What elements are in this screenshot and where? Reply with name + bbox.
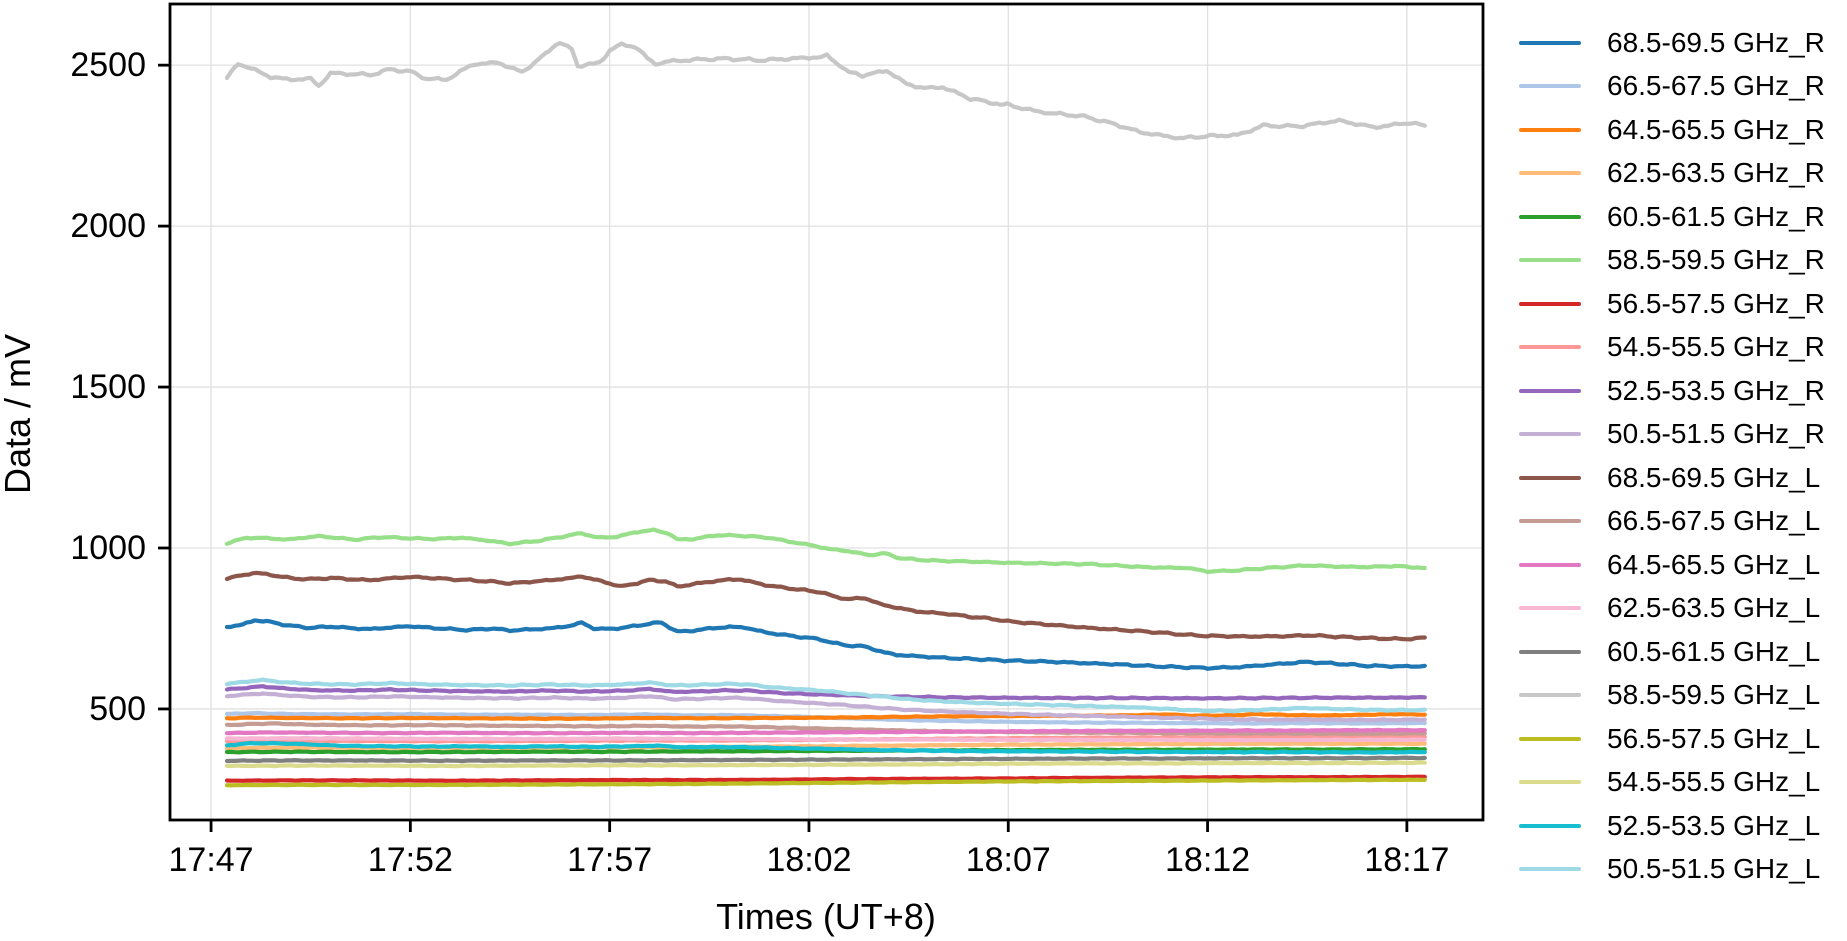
- legend-swatch: [1519, 519, 1581, 524]
- legend-item: 62.5-63.5 GHz_L: [1519, 587, 1825, 631]
- legend-item: 54.5-55.5 GHz_R: [1519, 326, 1825, 370]
- legend-swatch: [1519, 171, 1581, 176]
- legend-swatch: [1519, 649, 1581, 654]
- series-line-56-5-57-5-GHz-L: [224, 777, 1427, 788]
- legend-item: 68.5-69.5 GHz_L: [1519, 456, 1825, 500]
- series-line-64-5-65-5-GHz-R: [224, 711, 1427, 722]
- y-tick-label: 500: [89, 689, 146, 728]
- legend-item: 50.5-51.5 GHz_R: [1519, 413, 1825, 457]
- y-tick-label: 1500: [70, 368, 146, 407]
- x-tick-label: 18:12: [1165, 841, 1251, 879]
- series-line-68-5-69-5-GHz-L: [224, 570, 1427, 642]
- legend-item: 64.5-65.5 GHz_R: [1519, 108, 1825, 152]
- legend-label: 64.5-65.5 GHz_L: [1607, 548, 1821, 580]
- series-line-54-5-55-5-GHz-L: [224, 760, 1427, 769]
- legend-swatch: [1519, 127, 1581, 132]
- legend-item: 58.5-59.5 GHz_L: [1519, 674, 1825, 718]
- series-line-66-5-67-5-GHz-L: [224, 721, 1427, 737]
- legend-item: 62.5-63.5 GHz_R: [1519, 152, 1825, 196]
- series-line-68-5-69-5-GHz-R: [224, 618, 1427, 671]
- legend-swatch: [1519, 214, 1581, 219]
- x-axis-title: Times (UT+8): [716, 896, 936, 937]
- legend-label: 64.5-65.5 GHz_R: [1607, 113, 1825, 145]
- legend-label: 60.5-61.5 GHz_R: [1607, 200, 1825, 232]
- series-line-58-5-59-5-GHz-L: [224, 41, 1427, 141]
- legend-item: 60.5-61.5 GHz_R: [1519, 195, 1825, 239]
- x-tick-label: 17:52: [367, 841, 453, 879]
- legend-item: 56.5-57.5 GHz_R: [1519, 282, 1825, 326]
- legend-swatch: [1519, 301, 1581, 306]
- legend-label: 50.5-51.5 GHz_L: [1607, 853, 1821, 885]
- legend-swatch: [1519, 84, 1581, 89]
- legend-swatch: [1519, 345, 1581, 350]
- legend-swatch: [1519, 432, 1581, 437]
- y-tick-label: 2500: [70, 46, 146, 85]
- legend-item: 52.5-53.5 GHz_R: [1519, 369, 1825, 413]
- legend-swatch: [1519, 258, 1581, 263]
- legend-swatch: [1519, 780, 1581, 785]
- legend-label: 60.5-61.5 GHz_L: [1607, 635, 1821, 667]
- legend-swatch: [1519, 736, 1581, 741]
- legend-swatch: [1519, 867, 1581, 872]
- x-tick-label: 18:17: [1364, 841, 1450, 879]
- legend: 68.5-69.5 GHz_R 66.5-67.5 GHz_R 64.5-65.5 …: [1519, 21, 1825, 891]
- legend-item: 52.5-53.5 GHz_L: [1519, 804, 1825, 848]
- legend-item: 54.5-55.5 GHz_L: [1519, 761, 1825, 805]
- x-tick-label: 18:07: [965, 841, 1051, 879]
- x-tick-label: 17:47: [168, 841, 254, 879]
- y-tick-label: 1000: [70, 529, 146, 567]
- series-line-50-5-51-5-GHz-R: [224, 691, 1427, 723]
- series-line-64-5-65-5-GHz-L: [224, 727, 1427, 736]
- series-line-56-5-57-5-GHz-R: [224, 774, 1427, 783]
- legend-swatch: [1519, 475, 1581, 480]
- legend-label: 56.5-57.5 GHz_L: [1607, 722, 1821, 754]
- legend-item: 60.5-61.5 GHz_L: [1519, 630, 1825, 674]
- y-tick-labels: 500 1000 1500 2000 2500: [0, 0, 146, 941]
- series-line-58-5-59-5-GHz-R: [224, 527, 1427, 575]
- legend-label: 54.5-55.5 GHz_L: [1607, 766, 1821, 798]
- legend-item: 50.5-51.5 GHz_L: [1519, 848, 1825, 892]
- series-line-52-5-53-5-GHz-L: [224, 740, 1427, 755]
- legend-label: 54.5-55.5 GHz_R: [1607, 331, 1825, 363]
- legend-label: 66.5-67.5 GHz_R: [1607, 70, 1825, 102]
- series-line-52-5-53-5-GHz-R: [224, 684, 1427, 701]
- legend-item: 58.5-59.5 GHz_R: [1519, 239, 1825, 283]
- y-tick-label: 2000: [70, 207, 146, 246]
- legend-swatch: [1519, 388, 1581, 393]
- legend-item: 68.5-69.5 GHz_R: [1519, 21, 1825, 65]
- series-line-50-5-51-5-GHz-L: [224, 677, 1427, 714]
- legend-swatch: [1519, 562, 1581, 567]
- legend-label: 58.5-59.5 GHz_L: [1607, 679, 1821, 711]
- legend-item: 66.5-67.5 GHz_R: [1519, 65, 1825, 109]
- legend-swatch: [1519, 693, 1581, 698]
- legend-label: 58.5-59.5 GHz_R: [1607, 244, 1825, 276]
- series-line-62-5-63-5-GHz-L: [224, 735, 1427, 743]
- legend-label: 62.5-63.5 GHz_L: [1607, 592, 1821, 624]
- legend-swatch: [1519, 40, 1581, 45]
- x-tick-label: 17:57: [567, 841, 653, 879]
- legend-label: 52.5-53.5 GHz_L: [1607, 809, 1821, 841]
- legend-label: 50.5-51.5 GHz_R: [1607, 418, 1825, 450]
- legend-item: 56.5-57.5 GHz_L: [1519, 717, 1825, 761]
- legend-label: 66.5-67.5 GHz_L: [1607, 505, 1821, 537]
- series-line-60-5-61-5-GHz-L: [224, 755, 1427, 764]
- legend-label: 56.5-57.5 GHz_R: [1607, 287, 1825, 319]
- legend-swatch: [1519, 823, 1581, 828]
- legend-label: 52.5-53.5 GHz_R: [1607, 374, 1825, 406]
- legend-swatch: [1519, 606, 1581, 611]
- legend-item: 66.5-67.5 GHz_L: [1519, 500, 1825, 544]
- legend-label: 68.5-69.5 GHz_L: [1607, 461, 1821, 493]
- legend-item: 64.5-65.5 GHz_L: [1519, 543, 1825, 587]
- plot-border: [168, 2, 1485, 822]
- x-tick-label: 18:02: [766, 841, 852, 879]
- legend-label: 68.5-69.5 GHz_R: [1607, 26, 1825, 58]
- legend-label: 62.5-63.5 GHz_R: [1607, 157, 1825, 189]
